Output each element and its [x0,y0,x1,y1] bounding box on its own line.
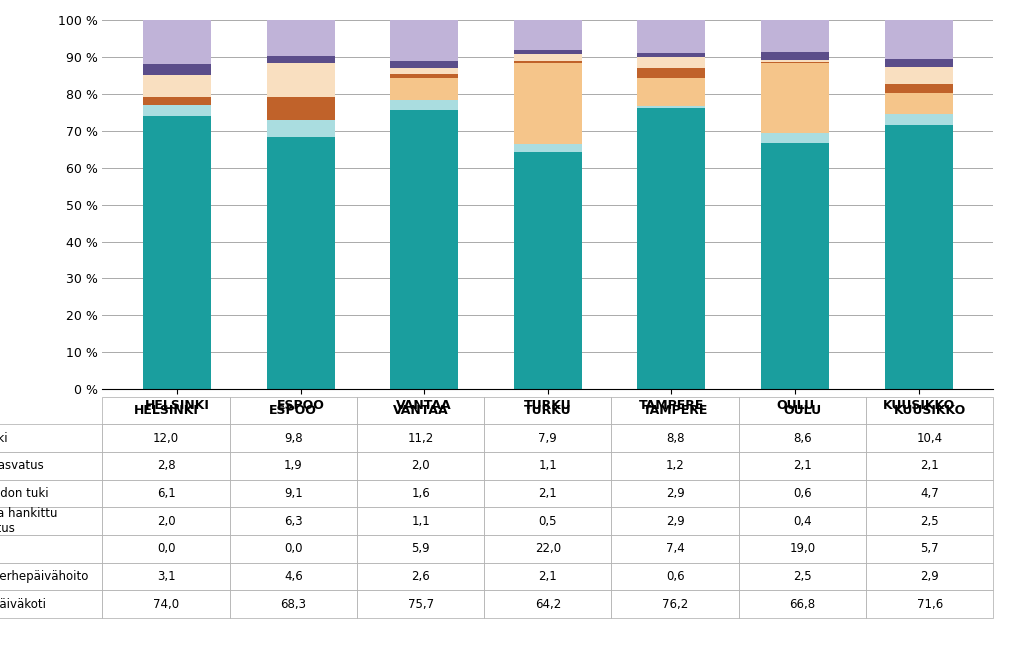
Bar [761,143,829,389]
Bar [638,52,706,57]
Bar [143,20,211,64]
Bar [761,60,829,62]
Bar [143,97,211,105]
Bar [761,52,829,60]
Bar [143,74,211,97]
Bar [390,19,458,61]
Bar [885,59,952,66]
Bar [514,152,582,389]
Bar [514,21,582,50]
Bar [266,120,335,137]
Bar [885,66,952,84]
Bar [390,79,458,100]
Bar [266,20,335,56]
Bar [514,144,582,152]
Bar [638,108,706,389]
Bar [266,97,335,120]
Bar [885,114,952,125]
Bar [885,125,952,389]
Bar [390,74,458,79]
Bar [638,57,706,68]
Bar [761,134,829,143]
Bar [266,56,335,63]
Bar [761,20,829,52]
Bar [638,68,706,79]
Bar [143,105,211,116]
Bar [266,63,335,97]
Bar [514,54,582,62]
Bar [885,84,952,93]
Bar [514,63,582,144]
Bar [390,100,458,110]
Bar [638,79,706,106]
Bar [638,106,706,108]
Bar [885,21,952,59]
Bar [514,50,582,54]
Bar [761,63,829,134]
Bar [390,61,458,68]
Bar [885,93,952,114]
Bar [266,137,335,389]
Bar [143,116,211,389]
Bar [390,110,458,389]
Bar [514,62,582,63]
Bar [143,64,211,74]
Bar [390,68,458,74]
Bar [761,62,829,63]
Bar [638,20,706,52]
